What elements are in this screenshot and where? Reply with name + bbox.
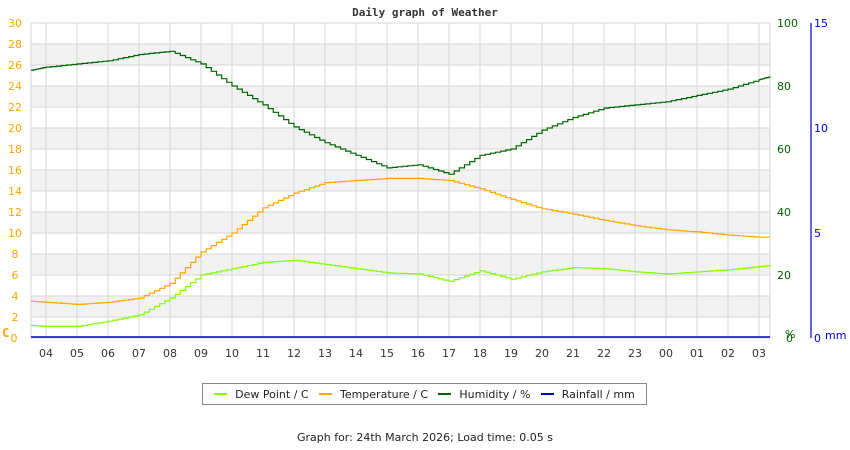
svg-text:26: 26 — [8, 59, 22, 72]
svg-text:6: 6 — [12, 269, 19, 282]
humidity-line — [31, 50, 771, 175]
svg-text:03: 03 — [752, 347, 766, 360]
svg-text:0: 0 — [814, 332, 821, 345]
svg-text:4: 4 — [12, 290, 19, 303]
left-axis-unit: C — [2, 326, 9, 340]
right-axis-ticks: 0 20 40 60 80 100 — [777, 17, 798, 345]
svg-text:21: 21 — [566, 347, 580, 360]
svg-text:0: 0 — [11, 332, 18, 345]
svg-text:8: 8 — [12, 248, 19, 261]
humidity-swatch-icon — [438, 393, 452, 395]
svg-text:00: 00 — [659, 347, 673, 360]
dew-line — [31, 259, 771, 327]
svg-text:06: 06 — [101, 347, 115, 360]
rainfall-swatch-icon — [540, 393, 554, 395]
svg-text:10: 10 — [8, 227, 22, 240]
legend-item-dew-point: Dew Point / C — [214, 387, 309, 401]
svg-text:20: 20 — [8, 122, 22, 135]
dew-point-swatch-icon — [214, 393, 228, 395]
svg-text:16: 16 — [411, 347, 425, 360]
plot-background-bands — [31, 44, 770, 317]
x-axis-ticks: 04 05 06 07 08 09 10 11 12 13 14 15 16 17 18 19 20 21 22 23… — [39, 347, 766, 360]
svg-text:14: 14 — [8, 185, 22, 198]
legend-item-humidity: Humidity / % — [438, 388, 530, 401]
svg-text:40: 40 — [777, 206, 791, 219]
svg-text:15: 15 — [814, 17, 828, 30]
svg-text:17: 17 — [442, 347, 456, 360]
svg-text:07: 07 — [132, 347, 146, 360]
chart-title: Daily graph of Weather — [352, 6, 498, 19]
svg-text:19: 19 — [504, 347, 518, 360]
rainfall-axis-ticks: 0 5 10 15 — [814, 17, 828, 345]
svg-text:20: 20 — [777, 269, 791, 282]
svg-text:2: 2 — [12, 311, 19, 324]
svg-text:04: 04 — [39, 347, 53, 360]
legend-label: Humidity / % — [459, 387, 531, 401]
svg-text:12: 12 — [8, 206, 22, 219]
svg-text:80: 80 — [777, 80, 791, 93]
legend-label: Rainfall / mm — [561, 387, 635, 401]
svg-text:24: 24 — [8, 80, 22, 93]
svg-text:22: 22 — [8, 101, 22, 114]
far-right-axis-unit: mm — [825, 329, 846, 342]
legend-label: Dew Point / C — [235, 387, 309, 401]
legend-item-temperature: Temperature / C — [318, 387, 429, 401]
svg-text:20: 20 — [535, 347, 549, 360]
svg-text:02: 02 — [721, 347, 735, 360]
svg-text:5: 5 — [814, 227, 821, 240]
svg-text:0: 0 — [786, 332, 793, 345]
legend-label: Temperature / C — [339, 387, 429, 401]
svg-text:12: 12 — [287, 347, 301, 360]
svg-text:16: 16 — [8, 164, 22, 177]
svg-text:01: 01 — [690, 347, 704, 360]
horizontal-gridlines — [31, 22, 770, 339]
svg-text:30: 30 — [8, 17, 22, 30]
temperature-swatch-icon — [318, 393, 332, 395]
svg-text:15: 15 — [380, 347, 394, 360]
svg-text:08: 08 — [163, 347, 177, 360]
svg-text:18: 18 — [8, 143, 22, 156]
series-lines — [31, 50, 771, 338]
legend-item-rainfall: Rainfall / mm — [540, 387, 635, 401]
svg-text:09: 09 — [194, 347, 208, 360]
svg-text:18: 18 — [473, 347, 487, 360]
svg-text:11: 11 — [256, 347, 270, 360]
svg-text:22: 22 — [597, 347, 611, 360]
svg-text:10: 10 — [225, 347, 239, 360]
temperature-line — [31, 177, 770, 305]
right-axis-unit: % — [785, 328, 795, 341]
graph-footer: Graph for: 24th March 2026; Load time: 0… — [296, 431, 554, 444]
svg-text:100: 100 — [777, 17, 798, 30]
svg-text:13: 13 — [318, 347, 332, 360]
svg-text:14: 14 — [349, 347, 363, 360]
svg-text:10: 10 — [814, 122, 828, 135]
svg-text:28: 28 — [8, 38, 22, 51]
svg-text:23: 23 — [628, 347, 642, 360]
legend: Dew Point / C Temperature / C Humidity /… — [202, 383, 647, 405]
svg-text:60: 60 — [777, 143, 791, 156]
vertical-gridlines — [30, 23, 771, 338]
svg-text:05: 05 — [70, 347, 84, 360]
